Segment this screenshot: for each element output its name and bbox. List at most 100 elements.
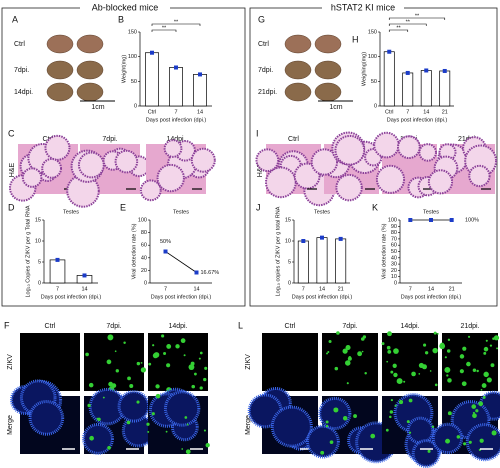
tubule: [335, 173, 363, 202]
column-label: 14dpi.: [400, 323, 419, 330]
zikv-signal: [333, 407, 339, 413]
row-label: ZIKV: [245, 354, 252, 370]
y-tick-label: 50: [131, 79, 137, 85]
zikv-signal: [446, 374, 449, 377]
x-tick-label: 21: [449, 286, 455, 292]
zikv-signal: [476, 369, 479, 373]
bar: [193, 74, 207, 107]
zikv-signal: [472, 411, 475, 415]
zikv-signal: [198, 357, 201, 360]
zikv-signal: [185, 449, 191, 455]
bar: [439, 70, 451, 107]
x-tick-label: 7: [302, 286, 305, 292]
mean-marker: [338, 236, 343, 241]
if-image: [84, 333, 144, 391]
testis-photo: [76, 34, 104, 54]
tubule: [468, 164, 491, 188]
zikv-signal: [123, 341, 126, 345]
mean-marker: [55, 257, 60, 262]
scale-label: 1cm: [91, 104, 104, 111]
zikv-signal: [423, 343, 427, 347]
row-label: 7dpi.: [258, 67, 273, 74]
zikv-signal: [191, 384, 196, 389]
tubule: [82, 422, 114, 455]
significance-bracket: [388, 17, 446, 20]
significance-bracket: [151, 29, 177, 32]
tubule: [117, 390, 151, 423]
y-tick-label: 0: [288, 280, 291, 286]
y-tick-label: 150: [368, 29, 377, 35]
zikv-signal: [445, 438, 451, 444]
zikv-signal: [486, 377, 492, 383]
zikv-signal: [431, 425, 435, 429]
significance-label: **: [406, 19, 411, 25]
zikv-signal: [370, 433, 376, 439]
value-label: 16.67%: [201, 270, 220, 276]
tubule: [397, 135, 421, 160]
x-tick-label: Ctrl: [148, 109, 157, 115]
zikv-signal: [136, 400, 140, 404]
panel-letter: I: [256, 128, 259, 138]
zikv-signal: [406, 420, 410, 424]
row-label: 14dpi.: [14, 89, 33, 96]
mean-marker: [174, 65, 178, 70]
zikv-signal: [155, 393, 161, 399]
zikv-signal: [475, 409, 479, 413]
tubule: [310, 148, 339, 176]
y-tick-label: 50: [371, 79, 377, 85]
title-bg: [80, 3, 170, 13]
significance-bracket: [151, 23, 201, 26]
zikv-signal: [325, 424, 329, 428]
panel-letter: K: [372, 202, 378, 212]
zikv-signal: [345, 360, 351, 366]
zikv-signal: [478, 401, 484, 407]
mean-marker: [82, 273, 87, 278]
zikv-signal: [434, 383, 438, 387]
zikv-signal: [386, 345, 391, 350]
tubule: [77, 151, 105, 179]
zikv-signal: [472, 413, 477, 419]
zikv-signal: [108, 381, 114, 387]
zikv-signal: [385, 428, 389, 432]
zikv-signal: [393, 372, 398, 378]
y-tick-label: 100: [388, 217, 397, 223]
scale-label: 1cm: [329, 104, 342, 111]
zikv-signal: [446, 349, 451, 353]
y-axis-label: Viral detection rate (%): [381, 223, 387, 279]
y-tick-label: 50: [391, 249, 397, 255]
zikv-signal: [429, 370, 432, 372]
zikv-signal: [481, 383, 487, 388]
y-tick-label: 15: [35, 217, 41, 223]
zikv-signal: [427, 449, 431, 453]
x-tick-label: 14: [197, 109, 203, 115]
y-axis-label: Weight(mg): [121, 55, 127, 83]
tubule: [293, 162, 321, 190]
tubule: [156, 163, 185, 193]
title-bg: [322, 3, 404, 13]
zikv-signal: [362, 335, 367, 339]
x-tick-label: Ctrl: [385, 109, 394, 115]
zikv-signal: [190, 361, 195, 366]
zikv-signal: [327, 351, 330, 354]
zikv-signal: [147, 430, 150, 433]
zikv-signal: [357, 351, 363, 357]
zikv-signal: [347, 356, 352, 361]
zikv-signal: [447, 411, 452, 416]
y-tick-label: 70: [391, 236, 397, 242]
panel-letter: E: [120, 202, 126, 212]
bar: [316, 237, 328, 284]
y-tick-label: 10: [391, 274, 397, 280]
panel-letter: D: [8, 202, 15, 212]
zikv-signal: [432, 347, 438, 354]
section-title: Ab-blocked mice: [92, 2, 159, 12]
zikv-signal: [161, 334, 165, 338]
bar: [297, 240, 309, 284]
zikv-signal: [468, 440, 472, 444]
bar: [169, 67, 183, 107]
y-tick-label: 5: [288, 259, 291, 265]
tubule: [255, 148, 280, 173]
y-tick-label: 80: [391, 230, 397, 236]
tubule: [334, 134, 366, 166]
y-axis-label: Log₁₀ copies of ZIKV per g total RNA: [275, 206, 281, 296]
zikv-signal: [459, 369, 464, 374]
